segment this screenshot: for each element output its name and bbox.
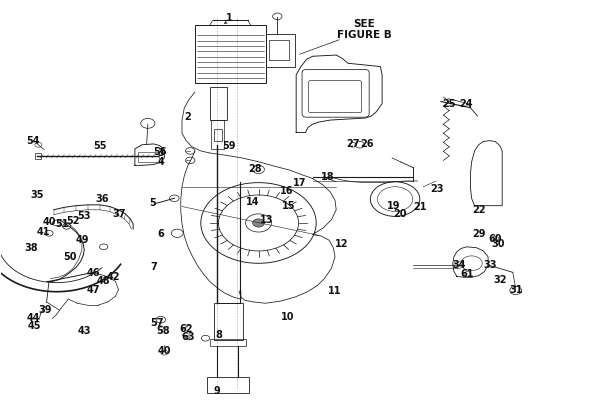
Text: 40: 40: [42, 217, 55, 227]
Text: 17: 17: [293, 178, 306, 188]
Text: 13: 13: [260, 215, 274, 225]
Text: 39: 39: [38, 305, 51, 315]
Text: 9: 9: [214, 386, 221, 396]
Bar: [139, 152, 159, 162]
Text: 56: 56: [153, 147, 166, 157]
Text: 33: 33: [484, 260, 497, 270]
Bar: [268, 40, 289, 60]
Text: 45: 45: [28, 321, 41, 331]
Text: 2: 2: [185, 112, 191, 122]
Text: 11: 11: [328, 286, 342, 296]
Text: 54: 54: [27, 136, 40, 147]
Text: 43: 43: [77, 326, 91, 336]
Text: 52: 52: [65, 216, 79, 226]
Text: 24: 24: [459, 100, 473, 109]
Bar: [214, 129, 222, 142]
Text: 42: 42: [107, 272, 120, 282]
Text: 53: 53: [77, 211, 91, 221]
Text: 63: 63: [181, 332, 195, 342]
Text: 37: 37: [113, 209, 126, 219]
Text: 60: 60: [489, 235, 502, 244]
Bar: [206, 377, 249, 392]
Text: 4: 4: [158, 157, 164, 167]
Text: SEE
FIGURE B: SEE FIGURE B: [337, 19, 392, 40]
Text: 15: 15: [283, 201, 296, 211]
Text: 35: 35: [31, 190, 44, 200]
Text: 22: 22: [472, 205, 486, 215]
Text: 46: 46: [87, 268, 100, 278]
Text: 20: 20: [393, 209, 407, 219]
Text: 47: 47: [87, 285, 100, 294]
Text: 10: 10: [281, 312, 294, 322]
Bar: [266, 33, 295, 66]
Text: 29: 29: [472, 230, 486, 240]
Bar: [209, 339, 246, 346]
Text: 19: 19: [387, 201, 401, 211]
Text: 14: 14: [246, 197, 260, 206]
Text: 34: 34: [452, 260, 466, 270]
Text: 50: 50: [63, 252, 77, 262]
Text: 28: 28: [248, 164, 262, 174]
Text: 5: 5: [149, 198, 156, 208]
Text: 49: 49: [75, 235, 88, 245]
Text: 6: 6: [158, 230, 164, 240]
Text: 55: 55: [93, 140, 106, 151]
Bar: [211, 120, 224, 149]
Text: 58: 58: [156, 326, 169, 336]
Text: 57: 57: [150, 318, 163, 328]
Text: 18: 18: [321, 172, 335, 182]
Text: 25: 25: [442, 100, 456, 109]
Text: 23: 23: [431, 184, 444, 194]
Text: 27: 27: [346, 139, 359, 149]
Text: 21: 21: [413, 202, 427, 212]
Bar: [214, 303, 243, 340]
Text: 1: 1: [226, 13, 232, 23]
Text: 31: 31: [509, 285, 523, 294]
Text: 32: 32: [493, 275, 507, 285]
Text: 38: 38: [25, 244, 38, 254]
Text: 16: 16: [280, 186, 293, 196]
Text: 36: 36: [95, 194, 109, 204]
Text: 3: 3: [158, 148, 164, 158]
Circle shape: [253, 219, 264, 227]
Text: 30: 30: [491, 240, 505, 249]
Text: 51: 51: [55, 219, 69, 229]
Text: 59: 59: [222, 140, 236, 151]
Text: 48: 48: [97, 276, 110, 286]
Text: 8: 8: [215, 330, 222, 340]
Text: 12: 12: [335, 240, 349, 249]
Text: 62: 62: [179, 324, 193, 334]
Text: 44: 44: [27, 313, 40, 323]
Bar: [195, 25, 266, 83]
Text: 7: 7: [150, 262, 157, 273]
Text: 41: 41: [37, 227, 50, 237]
Bar: [35, 153, 41, 159]
Text: 61: 61: [460, 269, 474, 280]
Bar: [209, 87, 227, 120]
Text: 26: 26: [360, 139, 373, 149]
Text: 40: 40: [158, 347, 171, 356]
